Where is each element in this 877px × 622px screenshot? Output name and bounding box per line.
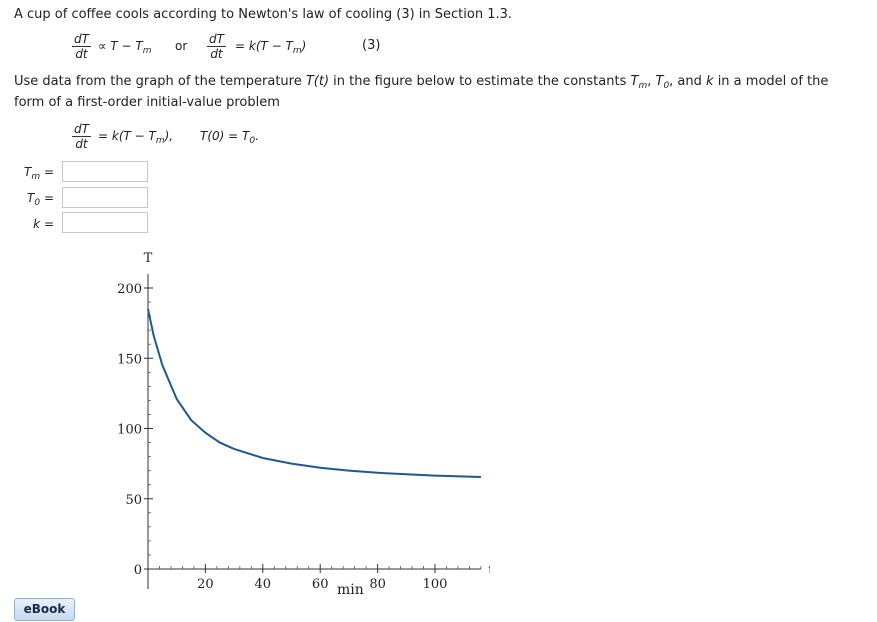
- x-axis-end-label: t: [488, 563, 490, 578]
- y-tick-label: 0: [134, 563, 142, 578]
- x-tick-label: 60: [312, 577, 329, 592]
- x-tick-label: 80: [369, 577, 386, 592]
- eq3-numerator: dT: [72, 32, 91, 47]
- eq3-rhs: = k(T − Tm): [235, 39, 307, 56]
- y-tick-label: 50: [125, 493, 142, 508]
- eq3-tag: (3): [362, 38, 381, 53]
- eq3-or: or: [175, 39, 188, 53]
- ivp-derivative-fraction: dT dt: [72, 122, 91, 151]
- eq3-derivative-fraction: dT dt: [72, 32, 91, 61]
- answer-label-t0: T0 =: [27, 191, 54, 208]
- answer-label-k: k =: [33, 217, 54, 231]
- paragraph-line-1: Use data from the graph of the temperatu…: [14, 74, 829, 91]
- eq3-denominator: dt: [75, 47, 88, 61]
- ebook-button[interactable]: eBook: [14, 598, 75, 621]
- ivp-initial-condition: T(0) = T0.: [200, 129, 259, 146]
- problem-intro: A cup of coffee cools according to Newto…: [14, 7, 513, 22]
- y-axis-label: T: [144, 251, 153, 266]
- ivp-rhs: = k(T − Tm),: [98, 129, 174, 146]
- eq3-derivative-fraction-2: dT dt: [207, 32, 226, 61]
- k-input[interactable]: [62, 212, 148, 233]
- eq3-proportional-expression: ∝ T − Tm: [98, 39, 152, 56]
- y-tick-label: 150: [117, 352, 142, 367]
- x-tick-label: 100: [423, 577, 448, 592]
- x-tick-label: 40: [255, 577, 272, 592]
- temperature-curve: [147, 308, 481, 478]
- x-axis-label: min: [337, 582, 364, 598]
- y-tick-label: 200: [117, 282, 142, 297]
- t0-input[interactable]: [62, 187, 148, 208]
- tm-input[interactable]: [62, 161, 148, 182]
- y-tick-label: 100: [117, 423, 142, 438]
- answer-label-tm: Tm =: [23, 165, 54, 182]
- paragraph-line-2: form of a first-order initial-value prob…: [14, 95, 280, 110]
- x-tick-label: 20: [197, 577, 214, 592]
